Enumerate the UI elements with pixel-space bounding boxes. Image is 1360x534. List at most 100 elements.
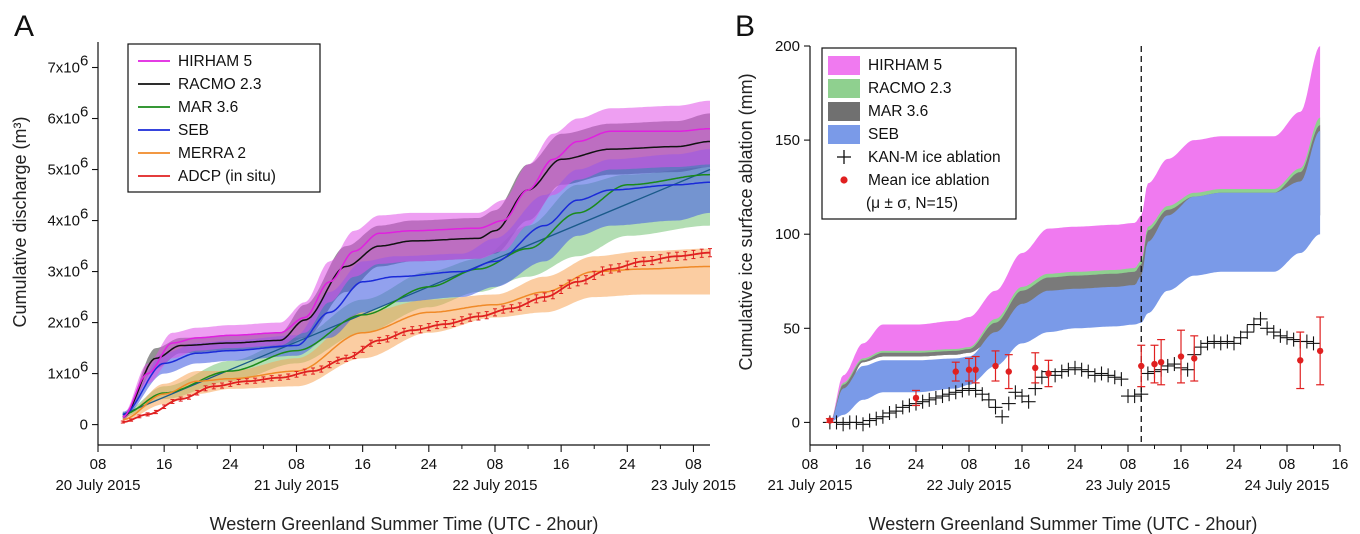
legend-label-mean-ice-ablation: Mean ice ablation bbox=[868, 172, 990, 189]
panel-b-x-tick-label: 24 bbox=[908, 456, 925, 473]
panel-a-y-tick-label: 1x10 bbox=[47, 366, 80, 383]
panel-b-x-tick-label: 16 bbox=[1332, 456, 1349, 473]
legend-label-seb: SEB bbox=[868, 126, 899, 143]
legend-label-racmo-2-3: RACMO 2.3 bbox=[178, 76, 262, 93]
legend-label-kan-m-ice-ablation: KAN-M ice ablation bbox=[868, 149, 1001, 166]
panel-b-y-tick-label: 100 bbox=[775, 226, 800, 243]
panel-a-x-tick-label: 16 bbox=[354, 456, 371, 473]
panel-a-x-tick-label: 24 bbox=[222, 456, 239, 473]
panel-b: B Cumulative ice surface ablation (mm) W… bbox=[735, 10, 1348, 534]
series-band-hirham-5 bbox=[122, 100, 711, 420]
panel-b-y-axis-title: Cumulative ice surface ablation (mm) bbox=[736, 73, 756, 370]
panel-a-x-tick-label: 24 bbox=[420, 456, 437, 473]
panel-a-y-tick-exponent: 6 bbox=[80, 308, 88, 325]
panel-b-x-tick-label: 16 bbox=[1173, 456, 1190, 473]
band-hirham-5 bbox=[829, 46, 1321, 423]
panel-a-y-tick-exponent: 6 bbox=[80, 359, 88, 376]
mean-point bbox=[972, 366, 979, 373]
legend-label-mar-3-6: MAR 3.6 bbox=[178, 99, 238, 116]
panel-b-y-tick-label: 150 bbox=[775, 132, 800, 149]
legend-swatch-racmo-2-3 bbox=[828, 79, 860, 98]
legend-label-merra-2: MERRA 2 bbox=[178, 145, 246, 162]
panel-a-x-tick-label: 08 bbox=[288, 456, 305, 473]
mean-point bbox=[952, 368, 959, 375]
mean-point bbox=[1191, 355, 1198, 362]
panel-a-legend-box bbox=[127, 43, 321, 193]
legend-swatch-mar-3-6 bbox=[828, 102, 860, 121]
panel-b-x-axis-title: Western Greenland Summer Time (UTC - 2ho… bbox=[869, 514, 1258, 534]
panel-a: A Cumulative discharge (m³) Western Gree… bbox=[10, 10, 736, 534]
legend-label-hirham-5: HIRHAM 5 bbox=[178, 53, 252, 70]
panel-b-y-tick-label: 50 bbox=[783, 320, 800, 337]
panel-a-date-label: 22 July 2015 bbox=[452, 477, 537, 494]
mean-point bbox=[1297, 357, 1304, 364]
mean-point bbox=[826, 417, 834, 424]
panel-b-x-tick-label: 24 bbox=[1226, 456, 1243, 473]
panel-a-y-tick-label: 6x10 bbox=[47, 111, 80, 128]
panel-a-date-label: 21 July 2015 bbox=[254, 477, 339, 494]
panel-a-y-tick-label: 0 bbox=[80, 417, 88, 434]
panel-b-date-label: 22 July 2015 bbox=[926, 477, 1011, 494]
mean-point bbox=[912, 394, 920, 402]
panel-a-x-tick-label: 08 bbox=[487, 456, 504, 473]
panel-a-letter: A bbox=[14, 10, 34, 43]
panel-b-y-tick-label: 0 bbox=[792, 414, 800, 431]
trend-line bbox=[122, 168, 711, 415]
panel-a-plot-area bbox=[120, 100, 712, 424]
panel-a-x-tick-label: 24 bbox=[619, 456, 636, 473]
panel-b-x-tick-label: 08 bbox=[1279, 456, 1296, 473]
legend-label-hirham-5: HIRHAM 5 bbox=[868, 57, 942, 74]
panel-a-legend: HIRHAM 5 RACMO 2.3 MAR 3.6 SEB MERRA 2 ADCP (… bbox=[127, 43, 321, 193]
series-band-merra-2 bbox=[122, 248, 711, 421]
panel-b-x-tick-label: 16 bbox=[855, 456, 872, 473]
mean-point bbox=[1138, 362, 1145, 370]
panel-a-date-label: 23 July 2015 bbox=[651, 477, 736, 494]
panel-a-y-tick-label: 5x10 bbox=[47, 162, 80, 179]
panel-b-date-label: 24 July 2015 bbox=[1244, 477, 1329, 494]
series-line-mar-3-6 bbox=[122, 173, 711, 416]
legend-swatch-mean bbox=[840, 176, 848, 184]
mean-point bbox=[965, 366, 973, 373]
panel-a-y-tick-exponent: 6 bbox=[80, 53, 88, 70]
panel-a-y-tick-label: 4x10 bbox=[47, 213, 80, 230]
panel-b-date-label: 21 July 2015 bbox=[767, 477, 852, 494]
panel-a-y-tick-exponent: 6 bbox=[80, 257, 88, 274]
mean-point bbox=[1157, 358, 1165, 366]
legend-swatch-seb bbox=[828, 125, 860, 144]
legend-swatch-hirham-5 bbox=[828, 56, 860, 75]
mean-point bbox=[1005, 368, 1012, 375]
panel-b-legend: HIRHAM 5 RACMO 2.3 MAR 3.6 SEB KAN-M ice abl… bbox=[821, 47, 1017, 220]
panel-a-x-axis-title: Western Greenland Summer Time (UTC - 2ho… bbox=[210, 514, 599, 534]
panel-a-x-tick-label: 16 bbox=[553, 456, 570, 473]
mean-point bbox=[1032, 364, 1039, 372]
series-line-adcp bbox=[122, 251, 710, 423]
legend-label-racmo-2-3: RACMO 2.3 bbox=[868, 80, 952, 97]
panel-a-y-axis-title: Cumulative discharge (m³) bbox=[10, 116, 30, 327]
band-racmo-2-3 bbox=[829, 117, 1321, 423]
panel-a-y-tick-exponent: 6 bbox=[80, 155, 88, 172]
panel-a-axes: 08 16 24 08 16 24 08 16 24 08 20 July 2015 21 July … bbox=[47, 42, 736, 494]
panel-b-y-tick-label: 200 bbox=[775, 38, 800, 55]
mean-point bbox=[1316, 347, 1324, 355]
series-line-racmo-2-3 bbox=[122, 140, 710, 418]
mean-point bbox=[1045, 370, 1052, 377]
series-line-seb bbox=[122, 181, 710, 416]
series-line-hirham-5 bbox=[122, 127, 711, 418]
series-line-merra-2 bbox=[122, 265, 710, 421]
panel-b-date-label: 23 July 2015 bbox=[1085, 477, 1170, 494]
legend-label-adcp-in-situ: ADCP (in situ) bbox=[178, 168, 276, 185]
panel-a-y-tick-exponent: 6 bbox=[80, 206, 88, 223]
panel-a-y-tick-label: 7x10 bbox=[47, 60, 80, 77]
panel-b-letter: B bbox=[735, 10, 755, 43]
band-seb bbox=[829, 130, 1321, 423]
legend-label-n-15: (μ ± σ, N=15) bbox=[866, 195, 958, 212]
panel-b-plot-area bbox=[822, 46, 1325, 445]
panel-a-x-tick-label: 16 bbox=[156, 456, 173, 473]
mean-point bbox=[1151, 360, 1158, 368]
series-band-seb bbox=[122, 149, 711, 417]
panel-a-y-tick-label: 3x10 bbox=[47, 264, 80, 281]
panel-a-y-tick-label: 2x10 bbox=[47, 315, 80, 332]
panel-b-x-tick-label: 16 bbox=[1014, 456, 1031, 473]
